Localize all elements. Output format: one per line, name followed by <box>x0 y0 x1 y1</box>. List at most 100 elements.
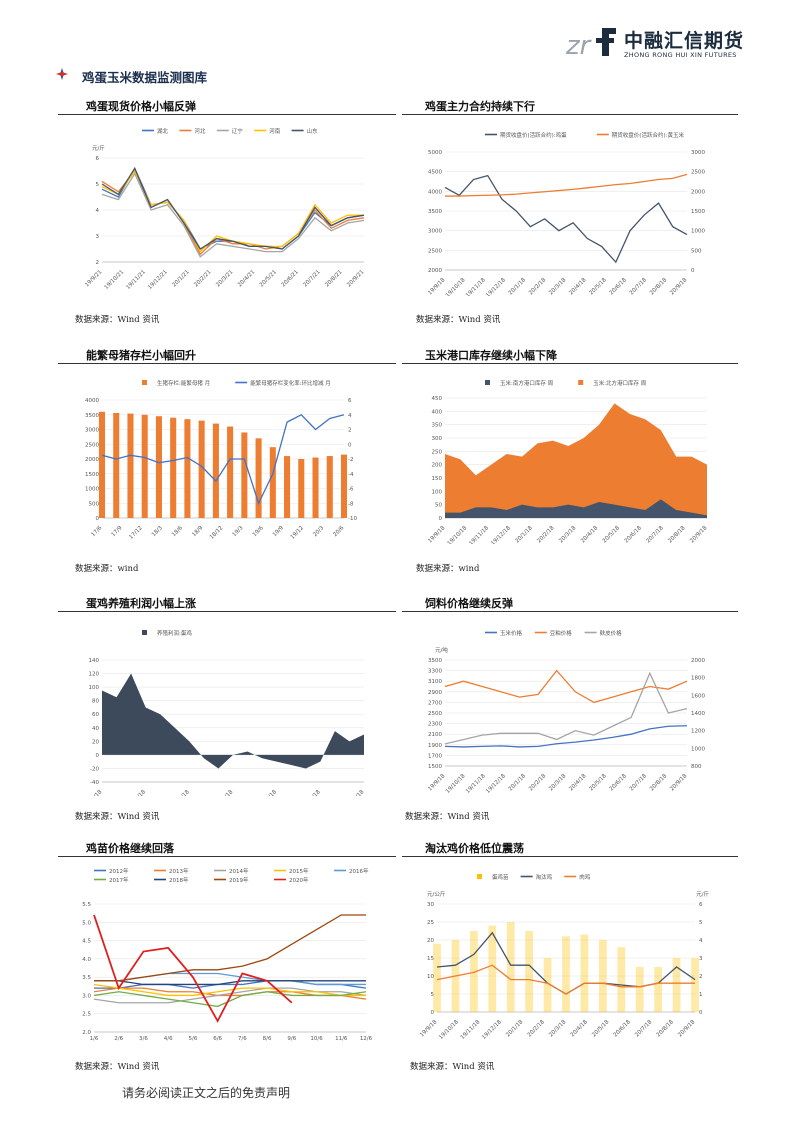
x-tick-label: 20/6/21 <box>281 269 300 288</box>
series-line <box>444 671 688 745</box>
x-tick-label: 20/3/18 <box>215 789 235 796</box>
y-tick-label: 2700 <box>428 700 442 706</box>
bar <box>525 931 534 1012</box>
bar <box>312 457 319 518</box>
x-tick-label: 11/6 <box>335 1036 348 1042</box>
y2-tick-label: -6 <box>348 487 354 493</box>
legend-swatch <box>578 380 584 385</box>
x-tick-label: 19/12/21 <box>147 269 169 291</box>
x-tick-label: 20/9/18 <box>346 789 366 796</box>
chart-title-corn-port: 玉米港口库存继续小幅下降 <box>425 349 557 362</box>
x-tick-label: 20/2/18 <box>528 277 548 296</box>
title-rule <box>58 363 396 364</box>
legend-label: 2014年 <box>229 867 249 875</box>
y-tick-label: 4000 <box>85 398 99 404</box>
x-tick-label: 19/9/21 <box>84 269 103 288</box>
legend-label: 湖北 <box>157 127 169 135</box>
chart-feed-price: 1500 1700 1900 2100 2300 2500 2700 2900 3100 3300… <box>427 629 705 795</box>
legend-label: 2020年 <box>289 876 309 884</box>
y-tick-label: 5 <box>431 992 435 998</box>
x-tick-label: 20/5/18 <box>259 789 279 796</box>
y-tick-label: 4000 <box>428 189 442 195</box>
y2-tick-label: 5 <box>699 920 703 926</box>
y-tick-label: 60 <box>92 712 99 718</box>
y2-tick-label: -4 <box>348 472 354 478</box>
y2-tick-label: 1 <box>699 992 703 998</box>
x-tick-label: 20/9/18 <box>677 1019 697 1039</box>
x-tick-label: 20/1/18 <box>508 773 528 793</box>
bar <box>255 438 262 518</box>
bar <box>617 947 626 1012</box>
series-line <box>93 991 367 1008</box>
legend-label: 河南 <box>269 127 281 135</box>
legend-label: 2012年 <box>109 867 129 875</box>
x-tick-label: 20/5/18 <box>602 525 622 544</box>
y-tick-label: 3 <box>96 234 100 240</box>
y2-tick-label: 6 <box>348 398 352 404</box>
x-tick-label: 20/8/18 <box>667 525 687 544</box>
y-axis-label: 元/公斤 <box>427 890 446 898</box>
x-tick-label: 20/7/18 <box>303 789 323 796</box>
x-tick-label: 20/4/21 <box>237 269 256 288</box>
y-tick-label: 120 <box>89 672 100 678</box>
bar <box>654 967 663 1012</box>
y-tick-label: 3.0 <box>82 993 91 999</box>
x-tick-label: 2/6 <box>114 1036 123 1042</box>
title-rule <box>58 114 396 115</box>
series-line <box>94 980 366 986</box>
bar <box>212 423 219 518</box>
x-tick-label: 20/1/18 <box>508 277 528 296</box>
y2-tick-label: 1800 <box>691 676 705 682</box>
y-tick-label: 1000 <box>85 487 99 493</box>
chart-title-sow-stock: 能繁母猪存栏小幅回升 <box>86 349 196 362</box>
y2-tick-label: 1400 <box>691 711 705 717</box>
chart-title-egg-futures: 鸡蛋主力合约持续下行 <box>425 100 535 113</box>
y-tick-label: 3.5 <box>82 975 91 981</box>
y-tick-label: 3300 <box>428 669 442 675</box>
bar <box>298 459 305 518</box>
legend-label: 期货收盘价(活跃合约):鸡蛋 <box>500 131 567 139</box>
y2-tick-label: 800 <box>691 764 702 770</box>
x-tick-label: 17/12 <box>128 525 143 540</box>
y-tick-label: 0 <box>96 753 100 759</box>
chart-egg-futures: 2000 2500 3000 3500 4000 4500 5000 0 500 1000 1500… <box>427 131 705 296</box>
x-tick-label: 18/12 <box>209 525 224 540</box>
x-tick-label: 9/6 <box>287 1036 296 1042</box>
title-rule <box>402 856 738 857</box>
bar <box>241 432 248 518</box>
y-tick-label: 2900 <box>428 690 442 696</box>
chart-title-layer-profit: 蛋鸡养殖利润小幅上涨 <box>86 597 196 610</box>
y-tick-label: 5000 <box>428 150 442 156</box>
series-line <box>94 914 366 982</box>
y-tick-label: 2500 <box>428 248 442 254</box>
bar <box>284 456 291 518</box>
y-tick-label: 350 <box>432 423 443 429</box>
x-tick-label: 20/7/18 <box>629 277 649 296</box>
x-tick-label: 20/3/18 <box>558 525 578 544</box>
x-tick-label: 20/2/21 <box>193 269 212 288</box>
legend-label: 2017年 <box>109 876 129 884</box>
chart-chick-price: 2.0 2.5 3.0 3.5 4.0 4.5 5.0 5.5 1/6 2/6 3/6 4/6 5/6 6… <box>82 867 372 1042</box>
x-tick-label: 19/10/21 <box>104 269 126 291</box>
y-tick-label: 0 <box>439 516 443 522</box>
x-tick-label: 20/3/18 <box>548 773 568 793</box>
bar <box>488 925 497 1012</box>
legend-label: 淘汰鸡 <box>536 873 553 881</box>
bar <box>433 943 441 1012</box>
y-tick-label: -40 <box>90 780 99 786</box>
chart-title-feed-price: 饲料价格继续反弹 <box>425 597 513 610</box>
legend-swatch <box>485 380 490 385</box>
y-tick-label: 15 <box>427 956 434 962</box>
y2-tick-label: 2500 <box>691 170 705 176</box>
x-tick-label: 20/5/18 <box>589 277 609 296</box>
y-tick-label: 2000 <box>428 268 442 274</box>
y-tick-label: 5.0 <box>82 920 91 926</box>
x-tick-label: 20/5/18 <box>591 1019 611 1039</box>
x-tick-label: 19/9/18 <box>84 789 104 796</box>
title-rule <box>58 611 396 612</box>
bar <box>127 413 134 518</box>
y2-tick-label: 0 <box>348 442 352 448</box>
chart-corn-port-stock: 0 50 100 150 200 250 300 350 400 450 19/9/18 19/10/… <box>427 379 709 544</box>
x-tick-label: 8/6 <box>263 1036 272 1042</box>
x-tick-label: 4/6 <box>164 1036 173 1042</box>
